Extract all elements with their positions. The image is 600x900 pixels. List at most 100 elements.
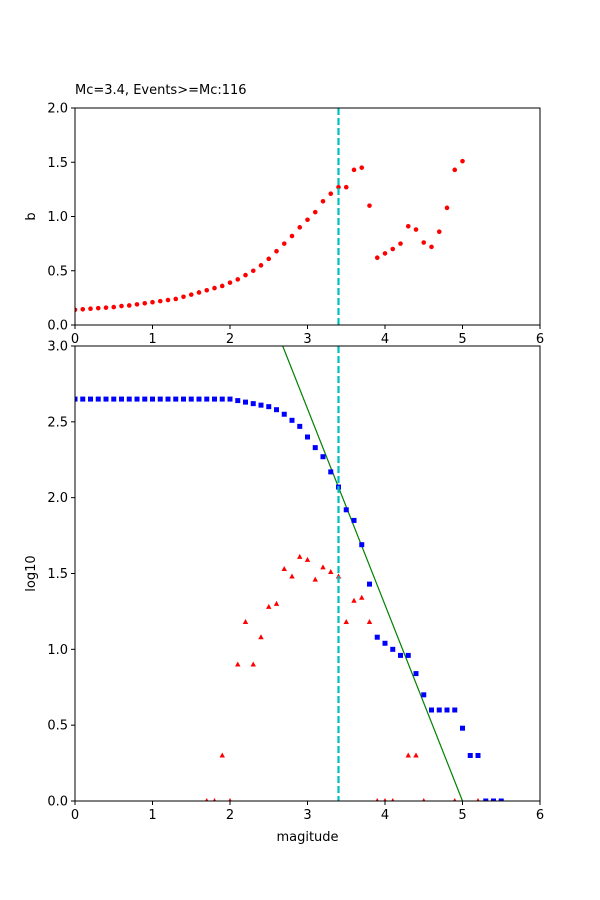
top-series-0-point-4 [103,305,109,310]
bottom-series-0-point-50 [460,725,465,731]
bottom-series-0-point-3 [95,396,101,402]
bottom-series-1-point-6 [250,661,256,667]
top-series-0-point-36 [351,167,357,173]
top-series-0-point-30 [305,217,310,223]
top-series-0-point-21 [235,277,241,282]
bottom-axes-frame [74,345,541,802]
b-value-panel: Mc=3.4, Events>=Mc:116 b 0 1 2 3 4 5 6 0.0 0.5 1.… [24,83,544,347]
bottom-series-0-point-6 [119,396,124,402]
bottom-series-1-point-26 [413,752,419,758]
top-series-0-point-28 [289,233,295,239]
top-y-tick-label-2: 1.0 [47,210,68,225]
bottom-x-axis-label: magitude [276,830,338,845]
top-series-0-point-2 [88,306,93,312]
bottom-series-0-point-19 [219,396,225,402]
bottom-series-1-point-21 [366,619,373,625]
bottom-series-0-point-46 [429,707,434,713]
bottom-plot-area: 0 1 2 3 4 5 6 0.0 0.5 1.0 1.5 2.0 2.5 3.0 [47,340,544,824]
bottom-series-1-point-2 [219,752,225,758]
top-series-0-point-5 [111,304,117,310]
bottom-series-0-point-13 [173,396,179,402]
top-series-0-point-17 [204,287,210,293]
bottom-series-1-point-0 [205,798,209,801]
bottom-series-0-point-12 [165,396,171,402]
top-series-0-point-31 [312,209,318,215]
top-series-0-point-47 [436,229,442,234]
bottom-series-1-point-10 [281,565,287,571]
bottom-y-tick-label-1: 0.5 [47,719,68,734]
top-series-0-point-38 [367,203,372,208]
top-series-0-point-50 [460,158,465,164]
top-series-0-point-8 [134,302,140,307]
bottom-y-axis-label: log10 [24,555,39,591]
top-x-tick-label-1: 1 [148,332,156,347]
bottom-series-0-point-44 [413,671,419,677]
top-series-0-point-49 [452,167,458,173]
top-series-0-point-37 [359,165,365,170]
top-y-axis-label: b [24,212,39,220]
bottom-x-tick-label-2: 2 [226,808,234,823]
top-series-0-point-13 [173,296,179,302]
bottom-series-0-point-7 [126,396,132,402]
bottom-series-1-point-3 [228,798,232,801]
bottom-series-0-point-20 [227,396,233,402]
bottom-series-1-point-25 [405,752,411,758]
bottom-series-1-point-16 [328,568,334,574]
bottom-series-0-point-2 [88,396,93,402]
bottom-series-1-point-9 [273,600,280,606]
top-series-0-point-43 [405,223,411,229]
top-series-0-point-10 [150,299,155,305]
top-x-tick-label-0: 0 [71,332,79,347]
top-series-0-point-32 [320,199,326,204]
bottom-series-1-point-5 [242,619,249,625]
bottom-series-0-point-16 [196,396,202,402]
bottom-x-tick-label-0: 0 [71,808,79,823]
bottom-series-0-point-43 [405,652,411,658]
top-series-0-point-1 [80,306,86,312]
top-data-layer [75,158,465,313]
bottom-series-1-point-18 [343,619,349,625]
bottom-series-0-point-41 [390,646,396,652]
top-plot-area: 0 1 2 3 4 5 6 0.0 0.5 1.0 1.5 2.0 [47,102,544,348]
bottom-series-0-point-4 [103,396,109,402]
bottom-series-0-point-0 [75,396,78,402]
top-y-tick-label-3: 1.5 [47,156,68,171]
top-series-0-point-16 [196,290,202,295]
bottom-x-tick-label-1: 1 [148,808,156,823]
top-series-0-point-9 [142,301,148,306]
bottom-series-1-point-15 [320,564,326,570]
bottom-fit-line [282,346,464,801]
top-x-tick-label-2: 2 [226,332,234,347]
bottom-series-0-point-45 [421,692,427,698]
bottom-x-tick-label-4: 4 [381,808,389,823]
bottom-series-1-point-13 [304,556,311,562]
bottom-series-0-point-9 [142,396,148,402]
top-series-0-point-19 [219,283,225,289]
bottom-series-0-point-8 [134,396,140,402]
bottom-series-0-point-40 [382,640,388,646]
top-series-0-point-12 [165,297,171,303]
bottom-series-0-point-1 [80,396,86,402]
top-series-0-point-44 [413,227,419,232]
top-series-0-point-42 [398,241,403,246]
top-series-0-point-46 [429,244,434,250]
bottom-series-0-point-38 [367,581,372,587]
bottom-series-1-point-23 [383,798,387,801]
bottom-series-0-point-42 [398,652,403,658]
bottom-series-0-point-54 [491,798,496,801]
top-series-0-point-35 [343,184,349,190]
bottom-series-0-point-18 [212,396,217,402]
bottom-series-0-point-14 [181,396,186,402]
bottom-x-tick-label-5: 5 [458,808,466,823]
bottom-series-0-point-11 [157,396,163,402]
top-series-0-point-34 [336,184,341,190]
bottom-series-0-point-33 [328,469,334,475]
top-series-0-point-18 [212,285,217,291]
bottom-series-0-point-23 [250,401,256,407]
top-series-0-point-40 [382,251,388,256]
bottom-series-0-point-22 [243,399,248,405]
bottom-series-1-point-28 [453,798,457,801]
bottom-series-0-point-30 [305,434,310,440]
bottom-series-1-point-27 [422,798,426,801]
bottom-series-1-point-29 [476,798,480,801]
